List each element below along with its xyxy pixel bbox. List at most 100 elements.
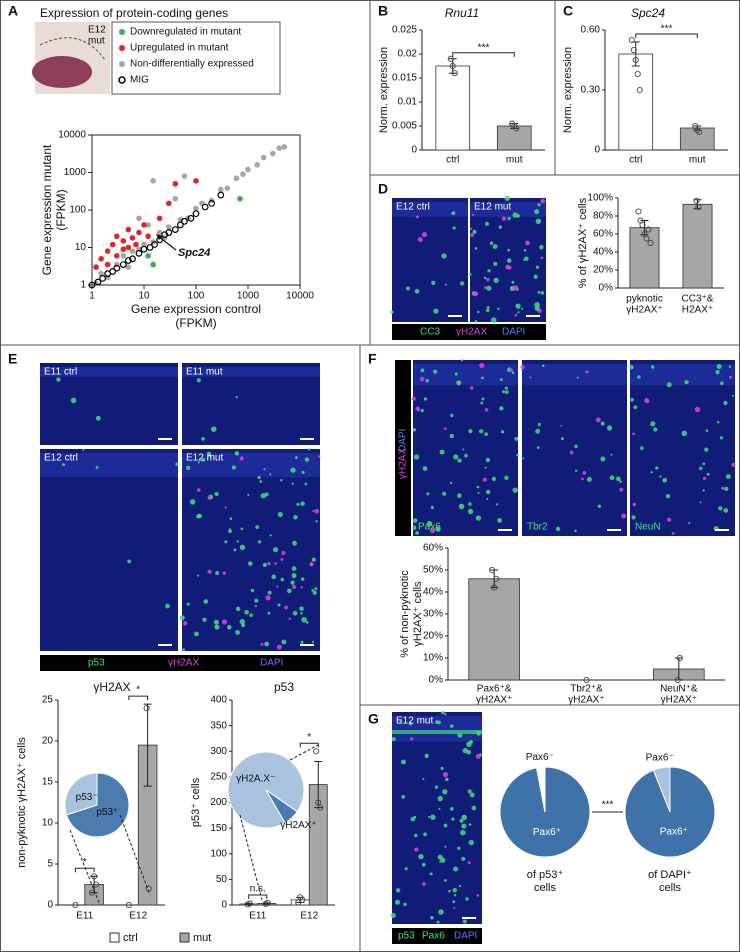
micrograph-tissue <box>522 364 627 386</box>
legend-label: ctrl <box>123 932 138 944</box>
cell <box>421 231 428 238</box>
pie-slice <box>64 772 98 816</box>
cell <box>529 376 532 379</box>
data-point <box>114 233 120 240</box>
cell <box>632 502 637 507</box>
cell <box>719 436 724 440</box>
cell <box>300 577 305 581</box>
data-point <box>133 241 139 248</box>
cell <box>698 466 703 471</box>
cell <box>535 428 541 434</box>
y-tick-label: 0 <box>221 900 227 911</box>
cell <box>415 406 420 411</box>
y-tick-label: 20 <box>42 736 54 747</box>
cell <box>391 737 396 742</box>
significance-label: *** <box>661 24 673 35</box>
cell <box>477 207 480 210</box>
y-tick-label: 30% <box>423 609 443 620</box>
cell <box>539 244 544 250</box>
data-point <box>151 241 159 248</box>
cell <box>414 847 419 852</box>
cell <box>520 365 525 370</box>
significance-label: * <box>83 857 87 868</box>
data-point <box>120 253 127 259</box>
x-tick-label: 1000 <box>237 291 260 302</box>
cell <box>428 815 431 819</box>
cell <box>586 476 592 482</box>
y-tick-label: 200 <box>210 797 227 808</box>
micrograph-tissue <box>470 202 546 217</box>
cell <box>585 370 589 374</box>
micrograph-tissue <box>630 364 735 386</box>
cell <box>491 476 497 482</box>
cell <box>497 307 500 311</box>
y-axis-label: % of γH2AX⁺ cells <box>577 197 589 288</box>
data-point <box>647 239 654 247</box>
micrograph <box>182 449 320 651</box>
cell <box>247 561 253 566</box>
cell <box>497 518 503 523</box>
chart-title: Expression of protein-coding genes <box>40 6 228 20</box>
cell <box>499 406 504 411</box>
cell <box>420 408 424 413</box>
channel-label: CC3 <box>420 327 440 338</box>
cell <box>394 899 400 905</box>
x-tick-label: NeuN⁺& <box>660 684 698 695</box>
cell <box>492 244 498 249</box>
cell <box>514 313 518 317</box>
cell <box>719 381 724 386</box>
cell <box>514 436 519 441</box>
data-point <box>91 873 98 880</box>
cell <box>511 280 515 284</box>
micrograph-tissue <box>40 367 178 377</box>
cell <box>421 862 426 867</box>
cell <box>537 290 541 294</box>
x-tick-label: ctrl <box>629 155 642 166</box>
cell <box>417 237 423 243</box>
data-point <box>93 881 100 888</box>
cell <box>300 501 305 506</box>
cell <box>483 286 487 290</box>
data-point <box>165 229 173 236</box>
legend-swatch <box>109 932 120 943</box>
data-point <box>513 125 520 132</box>
cell <box>269 473 272 476</box>
data-point <box>630 46 637 54</box>
cell <box>453 454 459 460</box>
cell <box>265 595 271 601</box>
data-point <box>313 748 320 755</box>
cell <box>650 471 653 474</box>
cell <box>621 513 627 519</box>
cell <box>196 378 201 383</box>
cell <box>300 611 303 615</box>
cell <box>414 833 418 838</box>
cell <box>399 720 403 723</box>
cell <box>440 857 446 863</box>
y-tick-label: 25 <box>42 695 54 706</box>
cell <box>318 455 321 458</box>
x-tick-label: 10 <box>138 291 150 302</box>
cell <box>291 573 297 579</box>
data-point <box>192 210 200 218</box>
cell <box>715 370 720 375</box>
cell <box>471 805 477 811</box>
cell <box>439 860 442 863</box>
cell <box>560 424 563 427</box>
cell <box>207 496 212 500</box>
pie-slice <box>65 772 130 838</box>
cell <box>600 456 606 462</box>
channel-strip <box>395 360 411 536</box>
cell <box>435 720 439 724</box>
cell <box>609 475 615 481</box>
cell <box>301 470 305 474</box>
cell <box>485 457 491 463</box>
cell <box>655 466 659 470</box>
panel-letter: B <box>378 3 388 19</box>
cell <box>228 528 232 531</box>
cell <box>718 506 723 511</box>
cell <box>653 427 658 432</box>
cell <box>444 427 447 431</box>
cell <box>507 265 512 270</box>
cell <box>537 422 541 427</box>
data-point <box>145 222 151 228</box>
